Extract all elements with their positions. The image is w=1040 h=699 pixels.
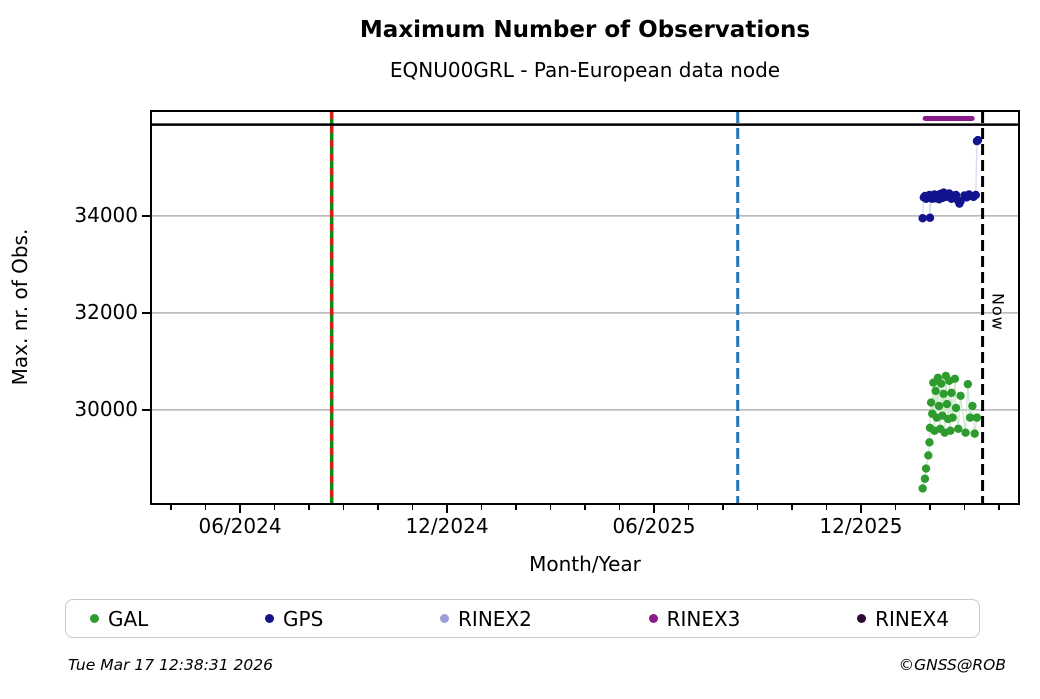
gal-point xyxy=(939,389,948,399)
legend-label-rinex4: RINEX4 xyxy=(875,606,949,631)
gal-point xyxy=(931,386,940,396)
x-major-tick xyxy=(653,505,655,513)
gal-point xyxy=(948,413,957,422)
x-tick-label-06-2024: 06/2024 xyxy=(198,514,282,538)
x-minor-tick xyxy=(377,505,379,510)
x-minor-tick xyxy=(722,505,724,510)
gal-point xyxy=(947,388,956,398)
gps-point xyxy=(971,190,980,200)
gal-point xyxy=(968,401,977,411)
rinex4-point-icon xyxy=(857,614,867,623)
legend-item-rinex4: RINEX4 xyxy=(857,607,949,631)
x-major-tick xyxy=(446,505,448,513)
legend-label-rinex2: RINEX2 xyxy=(458,606,532,631)
gal-point xyxy=(934,401,944,411)
gal-point xyxy=(972,413,982,422)
x-minor-tick xyxy=(273,505,276,510)
x-major-tick xyxy=(239,505,241,513)
x-minor-tick xyxy=(480,505,483,510)
x-tick-label-12-2024: 12/2024 xyxy=(405,514,489,538)
x-minor-tick xyxy=(515,505,517,510)
y-tick xyxy=(142,312,150,314)
y-tick xyxy=(142,215,150,217)
chart-subtitle: EQNU00GRL - Pan-European data node xyxy=(389,58,781,82)
gal-point xyxy=(926,398,936,407)
gal-point xyxy=(918,484,927,493)
gal-point xyxy=(951,403,961,413)
x-axis-label: Month/Year xyxy=(529,552,641,576)
y-tick-label-32000: 32000 xyxy=(74,299,138,324)
legend-label-gal: GAL xyxy=(108,606,149,631)
legend-label-gps: GPS xyxy=(283,606,324,631)
y-tick-label-34000: 34000 xyxy=(74,202,138,227)
x-minor-tick xyxy=(308,505,310,510)
legend-item-rinex2: RINEX2 xyxy=(440,607,532,631)
gps-point-icon xyxy=(265,614,275,623)
x-minor-tick xyxy=(342,505,345,510)
y-tick-label-30000: 30000 xyxy=(74,396,138,421)
now-line-label: Now xyxy=(988,293,1008,331)
x-minor-tick xyxy=(998,505,1000,510)
gps-point xyxy=(918,214,927,223)
chart-title: Maximum Number of Observations xyxy=(359,17,811,43)
gal-point xyxy=(954,424,963,433)
gal-point xyxy=(956,391,965,400)
rinex3-availability-bar xyxy=(922,116,975,121)
gal-point xyxy=(924,451,933,460)
gal-point xyxy=(946,426,955,435)
gal-point xyxy=(921,464,931,473)
legend-item-rinex3: RINEX3 xyxy=(648,606,741,631)
gal-point xyxy=(950,374,960,384)
credit: ©GNSS@ROB xyxy=(898,656,1006,674)
gal-point xyxy=(925,438,934,447)
gal-point xyxy=(965,413,975,422)
x-minor-tick xyxy=(618,505,621,510)
x-minor-tick xyxy=(894,505,897,510)
rinex3-point-icon xyxy=(648,614,658,623)
x-minor-tick xyxy=(791,505,793,510)
x-minor-tick xyxy=(549,505,552,510)
legend-item-gps: GPS xyxy=(265,607,323,631)
timestamp: Tue Mar 17 12:38:31 2026 xyxy=(68,656,274,674)
x-minor-tick xyxy=(756,505,759,510)
x-minor-tick xyxy=(687,505,690,510)
gal-point xyxy=(970,429,979,438)
rinex2-point-icon xyxy=(440,614,450,623)
gps-point xyxy=(925,213,935,222)
x-tick-label-12-2025: 12/2025 xyxy=(819,514,903,538)
gal-point xyxy=(961,428,970,437)
x-minor-tick xyxy=(825,505,828,510)
y-tick xyxy=(142,409,150,411)
gal-point xyxy=(963,379,973,389)
gal-point-icon xyxy=(90,614,99,623)
x-tick-label-06-2025: 06/2025 xyxy=(612,514,696,538)
plot-canvas xyxy=(152,112,1018,503)
legend-label-rinex3: RINEX3 xyxy=(666,606,741,631)
x-minor-tick xyxy=(411,505,414,510)
x-minor-tick xyxy=(963,505,966,510)
gps-connector-line xyxy=(922,139,979,219)
gps-point xyxy=(973,135,983,145)
x-minor-tick xyxy=(170,505,172,510)
legend-item-gal: GAL xyxy=(90,607,148,631)
gal-point xyxy=(937,379,946,388)
legend: GAL GPS RINEX2 RINEX3 RINEX4 xyxy=(65,599,980,638)
x-minor-tick xyxy=(929,505,931,510)
gal-point xyxy=(920,474,930,483)
x-major-tick xyxy=(860,505,862,513)
x-minor-tick xyxy=(584,505,586,510)
y-axis-label: Max. nr. of Obs. xyxy=(8,228,32,386)
plot-area xyxy=(150,110,1020,505)
gal-point xyxy=(942,399,952,409)
x-minor-tick xyxy=(204,505,207,510)
